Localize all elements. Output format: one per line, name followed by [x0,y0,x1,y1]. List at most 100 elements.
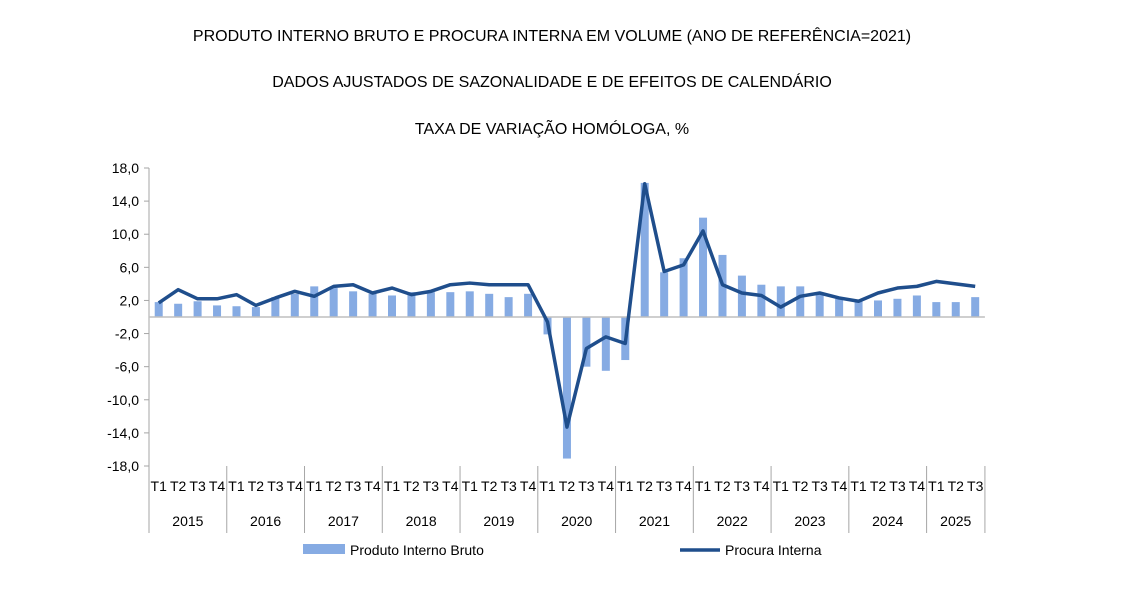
y-tick-label: -14,0 [107,425,139,441]
y-tick-label: 14,0 [112,193,139,209]
bar-pib [582,317,591,367]
bar-pib [815,293,824,317]
y-tick-label: -2,0 [115,326,139,342]
bar-pib [232,306,241,317]
bar-pib [562,317,571,459]
y-tick-label: -10,0 [107,392,139,408]
quarter-label: T4 [831,478,848,494]
year-label: 2015 [172,513,203,529]
quarter-label: T2 [559,478,576,494]
quarter-label: T2 [870,478,887,494]
quarter-label: T3 [500,478,517,494]
bar-pib [310,286,319,317]
bar-pib [524,293,533,317]
year-label: 2018 [406,513,437,529]
quarter-label: T3 [423,478,440,494]
bar-pib [213,305,222,317]
bar-pib [640,182,649,317]
quarter-label: T4 [753,478,770,494]
bar-pib [504,297,513,317]
chart-subtitle-2: TAXA DE VARIAÇÃO HOMÓLOGA, % [414,121,690,138]
bar-pib [446,292,455,317]
bar-pib [912,295,921,317]
bar-pib [951,302,960,317]
bar-pib [796,286,805,317]
quarter-label: T4 [442,478,459,494]
quarter-label: T3 [267,478,284,494]
bar-pib [388,295,396,317]
quarter-label: T4 [909,478,926,494]
bar-pib [290,293,299,317]
quarter-label: T1 [850,478,867,494]
quarter-label: T4 [598,478,615,494]
quarter-label: T3 [889,478,906,494]
quarter-label: T2 [403,478,420,494]
bar-pib [174,303,183,317]
quarter-label: T1 [617,478,634,494]
bar-pib [329,288,338,317]
bar-pib [737,275,746,317]
y-tick-label: 6,0 [120,259,140,275]
bar-pib [465,291,474,317]
quarter-label: T3 [578,478,595,494]
year-label: 2023 [794,513,825,529]
bar-pib [154,302,163,317]
bar-pib [426,292,435,317]
quarter-label: T1 [462,478,479,494]
year-label: 2022 [717,513,748,529]
legend-swatch-pib [303,544,345,554]
quarter-label: T1 [228,478,245,494]
bar-pib [407,292,416,317]
bar-pib [271,297,280,317]
quarter-label: T2 [948,478,965,494]
quarter-label: T1 [695,478,712,494]
chart-title: PRODUTO INTERNO BRUTO E PROCURA INTERNA … [192,28,912,45]
legend-label-pib: Produto Interno Bruto [350,542,484,558]
bar-pib [251,307,260,317]
quarter-label: T1 [928,478,945,494]
year-label: 2017 [328,513,359,529]
bar-pib [485,293,494,317]
bar-pib [835,298,844,317]
quarter-label: T2 [637,478,654,494]
y-tick-label: 2,0 [120,292,140,308]
quarter-label: T2 [792,478,809,494]
quarter-label: T2 [481,478,498,494]
quarter-label: T4 [209,478,226,494]
bar-pib [776,286,785,317]
quarter-label: T2 [248,478,265,494]
quarter-label: T2 [170,478,187,494]
bar-pib [893,298,902,317]
year-label: 2024 [872,513,903,529]
quarter-label: T3 [734,478,751,494]
line-procura-interna [157,181,976,429]
quarter-label: T2 [326,478,343,494]
quarter-label: T3 [656,478,673,494]
bar-pib [874,300,882,317]
quarter-label: T1 [384,478,401,494]
bar-pib [699,217,708,317]
bar-pib [193,301,202,317]
quarter-label: T1 [773,478,790,494]
y-tick-label: -6,0 [115,359,139,375]
year-label: 2020 [561,513,592,529]
bar-pib [601,317,610,371]
y-tick-label: -18,0 [107,458,139,474]
legend-label-procura: Procura Interna [725,542,822,558]
quarter-label: T3 [189,478,206,494]
quarter-label: T1 [306,478,323,494]
quarter-label: T2 [714,478,731,494]
quarter-label: T4 [520,478,537,494]
y-tick-label: 10,0 [112,226,139,242]
year-label: 2016 [250,513,281,529]
quarter-label: T3 [967,478,984,494]
bar-pib [660,272,669,317]
quarter-label: T3 [812,478,829,494]
chart-subtitle: DADOS AJUSTADOS DE SAZONALIDADE E DE EFE… [272,74,832,91]
bar-pib [679,258,688,317]
bar-pib [971,297,980,317]
quarter-label: T4 [287,478,304,494]
quarter-label: T1 [151,478,168,494]
quarter-label: T3 [345,478,362,494]
